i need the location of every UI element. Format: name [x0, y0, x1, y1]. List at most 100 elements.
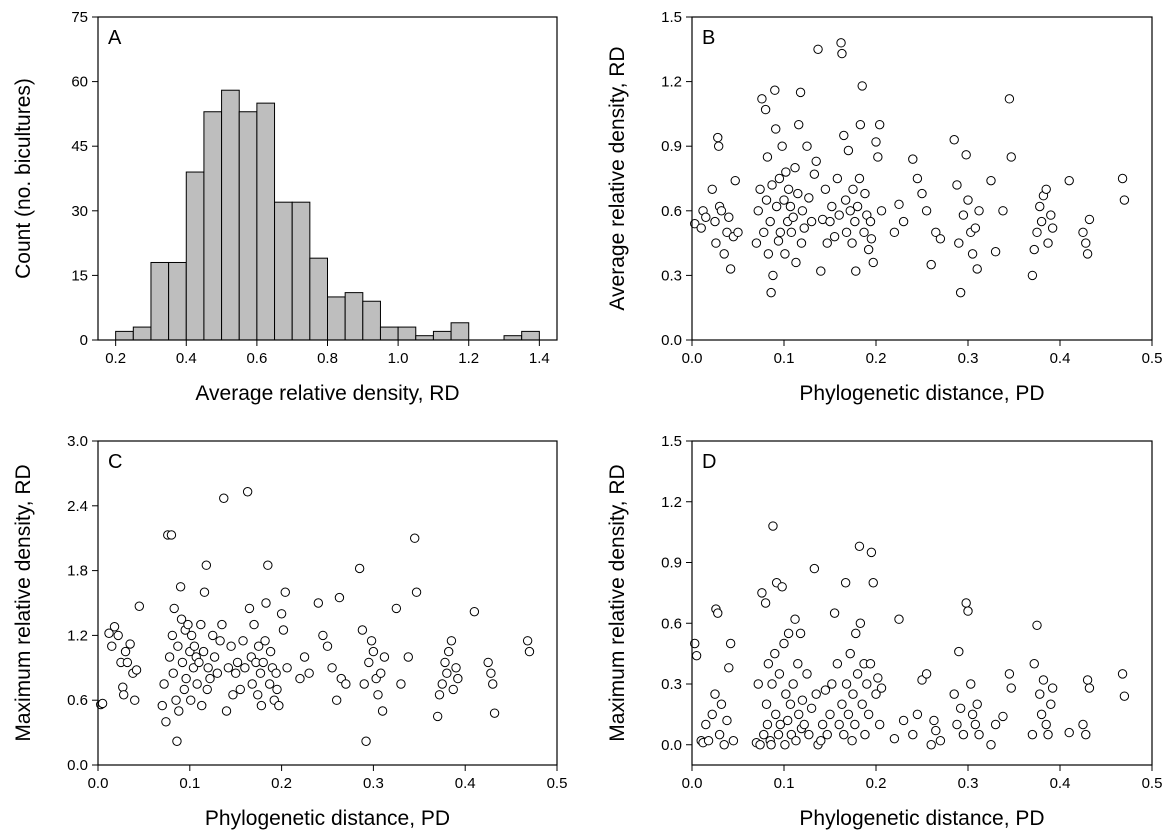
data-point: [894, 199, 904, 210]
y-tick-label: 0.9: [661, 555, 682, 572]
data-point: [766, 740, 776, 750]
data-point: [795, 87, 806, 98]
data-point: [848, 689, 858, 699]
data-point: [958, 729, 969, 740]
data-point: [228, 690, 238, 700]
data-point: [990, 247, 1001, 257]
panel-b-scatter: 0.0 0.1 0.2 0.3 0.4 0.5 0.0 0.3 0.6 0.9 1.2 1.5 Phyl…: [606, 9, 1162, 405]
data-point: [256, 700, 267, 711]
data-point: [874, 119, 885, 130]
data-point: [164, 652, 175, 662]
histogram-bar: [221, 89, 240, 341]
data-point: [364, 657, 374, 668]
data-point: [811, 156, 821, 166]
data-point: [804, 193, 814, 203]
data-point: [1047, 683, 1058, 693]
data-point: [710, 216, 720, 227]
data-point: [223, 663, 234, 673]
data-point: [917, 188, 927, 199]
histogram-bar: [503, 335, 523, 341]
data-point: [304, 668, 314, 678]
data-point: [817, 719, 828, 730]
x-tick-label: 0.8: [317, 350, 338, 367]
y-tick-label: 2.4: [67, 498, 88, 515]
plot-frame: [97, 440, 558, 766]
data-point: [733, 227, 743, 238]
data-point: [1043, 729, 1053, 740]
data-point: [763, 659, 774, 669]
data-point: [889, 227, 900, 238]
x-tick-label: 0.5: [547, 775, 568, 792]
data-point: [908, 154, 918, 164]
data-point: [215, 636, 225, 646]
data-point: [791, 257, 801, 268]
x-axis-label: Phylogenetic distance, PD: [799, 807, 1044, 830]
data-point: [1082, 249, 1093, 259]
data-point: [368, 646, 379, 657]
data-point: [949, 689, 959, 699]
data-point: [967, 709, 978, 720]
data-point: [189, 641, 200, 651]
data-point: [1038, 675, 1049, 685]
x-tick-label: 0.6: [246, 350, 267, 367]
data-point: [935, 234, 946, 244]
data-point: [263, 560, 273, 570]
panel-a-histogram: 0.2 0.4 0.6 0.8 1.0 1.2 1.4 0 15 30 45 60 75 Average …: [12, 9, 558, 405]
data-point: [783, 184, 794, 194]
data-point: [253, 690, 263, 700]
data-point: [961, 150, 971, 160]
x-tick-label: 0.2: [271, 775, 292, 792]
data-point: [912, 173, 923, 184]
data-point: [972, 264, 982, 274]
data-point: [797, 695, 808, 705]
data-point: [1032, 620, 1042, 630]
data-point: [711, 238, 721, 248]
data-point: [1084, 683, 1095, 693]
data-point: [850, 719, 860, 730]
x-tick-label: 1.2: [458, 350, 479, 367]
data-point: [952, 180, 962, 190]
data-point: [354, 563, 365, 574]
data-point: [240, 663, 250, 673]
data-point: [691, 650, 702, 661]
data-point: [260, 636, 270, 646]
data-point: [958, 210, 969, 220]
data-point: [908, 729, 918, 740]
data-point: [217, 619, 227, 630]
data-point: [280, 587, 290, 597]
x-tick-label: 0.2: [866, 350, 887, 367]
y-tick-label: 1.2: [67, 627, 88, 644]
data-point: [780, 740, 790, 750]
data-point: [966, 679, 976, 689]
y-tick-label: 0.6: [661, 203, 682, 220]
data-point: [119, 690, 129, 700]
data-point: [196, 619, 206, 630]
data-point: [442, 668, 452, 678]
data-point: [840, 578, 851, 588]
data-point: [357, 625, 368, 635]
data-point: [761, 195, 772, 205]
data-point: [1046, 699, 1056, 709]
histogram-bar: [397, 326, 417, 341]
data-point: [714, 729, 725, 740]
data-point: [728, 736, 739, 746]
data-point: [716, 699, 727, 709]
data-point: [866, 547, 877, 558]
x-tick-label: 0.2: [866, 775, 887, 792]
data-point: [125, 639, 135, 649]
data-point: [1035, 689, 1045, 699]
data-point: [166, 530, 177, 540]
data-point: [827, 679, 837, 689]
data-point: [839, 729, 849, 740]
data-point: [272, 684, 282, 695]
histogram-bar: [256, 102, 276, 341]
data-point: [1117, 173, 1128, 184]
data-point: [857, 81, 867, 91]
data-point: [701, 212, 711, 222]
data-point: [797, 206, 808, 216]
data-point: [1004, 669, 1015, 679]
data-point: [322, 641, 333, 651]
y-tick-label: 1.8: [67, 563, 88, 580]
y-tick-label: 1.5: [661, 9, 682, 26]
data-point: [972, 699, 982, 709]
